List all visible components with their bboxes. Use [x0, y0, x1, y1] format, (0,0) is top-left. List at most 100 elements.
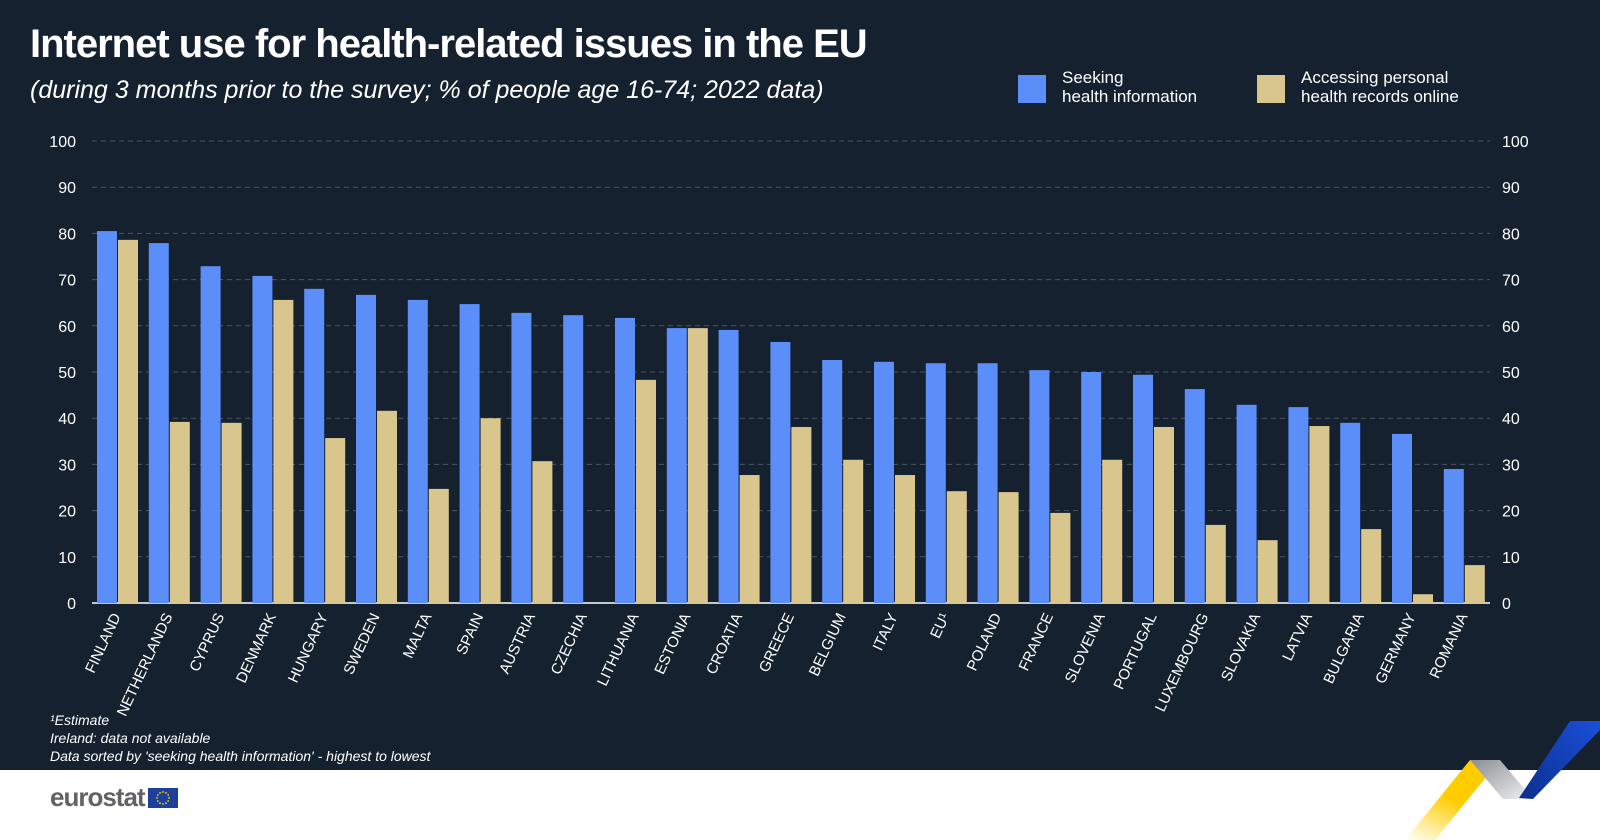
y-tick-label-left: 100: [49, 134, 76, 151]
eu-flag-icon: [147, 787, 178, 808]
x-tick-label: GERMANY: [1372, 611, 1419, 687]
x-tick-label: CZECHIA: [548, 611, 591, 678]
x-tick-label: GREECE: [756, 611, 798, 676]
y-tick-label-right: 90: [1502, 180, 1520, 197]
y-tick-label-left: 70: [58, 273, 76, 290]
flag-star: [166, 799, 169, 802]
y-tick-label-right: 80: [1502, 226, 1520, 243]
bar-accessing: [1413, 594, 1433, 603]
legend-item-accessing: Accessing personal health records online: [1257, 68, 1459, 106]
x-tick-label: LITHUANIA: [594, 611, 643, 689]
x-tick-label: ROMANIA: [1426, 611, 1471, 682]
y-tick-label-left: 50: [58, 365, 76, 382]
bar-accessing: [532, 461, 553, 603]
bar-chart: 0 0 10 10 20 20 30 30 40 40 50 50 60 60 70 70 80 80 90 90 10…: [49, 134, 1529, 719]
legend-label: health records online: [1301, 87, 1459, 106]
bar-accessing: [687, 328, 708, 603]
x-tick-label: DENMARK: [233, 611, 280, 686]
bar-seeking: [252, 275, 273, 603]
bar-accessing: [739, 475, 760, 603]
y-tick-label-right: 100: [1502, 134, 1529, 151]
legend-label: Seeking: [1062, 68, 1124, 87]
bar-seeking: [148, 243, 169, 604]
bar-seeking: [1029, 370, 1050, 603]
flag-star: [155, 796, 158, 799]
y-tick-label-right: 0: [1502, 596, 1511, 613]
footnote: Ireland: data not available: [50, 730, 211, 746]
bar-seeking: [563, 315, 584, 603]
bar-seeking: [1443, 469, 1464, 603]
bar-seeking: [1288, 407, 1309, 603]
bar-seeking: [822, 359, 843, 603]
footnote: Data sorted by 'seeking health informati…: [50, 748, 431, 764]
y-tick-label-left: 80: [58, 226, 76, 243]
flag-star: [161, 790, 164, 793]
chart-subtitle: (during 3 months prior to the survey; % …: [30, 76, 824, 104]
flag-star: [164, 791, 167, 794]
x-tick-label: CYPRUS: [186, 611, 228, 675]
x-tick-label: FINLAND: [82, 610, 125, 675]
bar-seeking: [1392, 433, 1412, 603]
bar-seeking: [1184, 389, 1205, 603]
bar-accessing: [1361, 529, 1382, 603]
y-tick-label-left: 10: [58, 550, 76, 567]
legend-swatch-seeking: [1018, 75, 1046, 103]
bar-accessing: [221, 422, 242, 603]
bar-accessing: [1309, 426, 1330, 603]
bar-seeking: [718, 329, 739, 603]
bar-accessing: [1102, 459, 1123, 603]
eurostat-logo: eurostat: [50, 782, 178, 813]
x-tick-label: BELGIUM: [806, 611, 850, 679]
x-tick-label: SWEDEN: [340, 611, 383, 678]
bar-accessing: [998, 492, 1019, 603]
bar-seeking: [407, 299, 428, 603]
x-tick-label: SLOVENIA: [1062, 611, 1109, 686]
bar-accessing: [169, 421, 190, 603]
bar-seeking: [770, 341, 791, 603]
flag-star: [156, 793, 159, 796]
legend-label: Accessing personal: [1301, 68, 1449, 87]
x-tick-label: FRANCE: [1016, 611, 1057, 674]
y-tick-label-left: 30: [58, 457, 76, 474]
y-tick-label-left: 0: [67, 596, 76, 613]
bar-accessing: [428, 488, 449, 603]
x-tick-label: POLAND: [964, 610, 1006, 673]
flag-star: [158, 801, 161, 804]
bar-accessing: [1464, 565, 1485, 603]
y-tick-label-left: 40: [58, 411, 76, 428]
footnotes: ¹Estimate Ireland: data not available Da…: [50, 711, 430, 765]
y-tick-label-right: 40: [1502, 411, 1520, 428]
x-tick-label: SLOVAKIA: [1218, 611, 1264, 684]
bar-seeking: [1340, 422, 1361, 603]
bar-seeking: [511, 312, 532, 603]
y-tick-label-right: 10: [1502, 550, 1520, 567]
footnote: ¹Estimate: [50, 712, 110, 728]
x-tick-label: NETHERLANDS: [114, 611, 177, 719]
bar-seeking: [1133, 374, 1153, 603]
x-tick-label: CROATIA: [703, 611, 746, 678]
x-tick-label: EU¹: [927, 611, 953, 642]
flag-star: [161, 802, 164, 805]
y-tick-label-right: 60: [1502, 319, 1520, 336]
legend-swatch-accessing: [1257, 75, 1285, 103]
bar-seeking: [1081, 372, 1102, 603]
bar-accessing: [895, 475, 915, 603]
bar-seeking: [200, 266, 221, 603]
x-tick-label: HUNGARY: [285, 611, 332, 686]
bar-accessing: [843, 459, 864, 603]
chart-title: Internet use for health-related issues i…: [30, 22, 868, 66]
x-tick-label: LATVIA: [1279, 611, 1316, 664]
bar-accessing: [791, 426, 812, 603]
bar-accessing: [1257, 540, 1278, 603]
bar-accessing: [273, 299, 294, 603]
legend-label: health information: [1062, 87, 1198, 106]
y-tick-label-left: 90: [58, 180, 76, 197]
x-tick-label: AUSTRIA: [496, 611, 539, 677]
x-tick-label: LUXEMBOURG: [1152, 611, 1212, 715]
y-tick-label-left: 20: [58, 504, 76, 521]
bar-accessing: [377, 410, 397, 603]
bar-seeking: [666, 328, 687, 603]
x-tick-label: SPAIN: [453, 611, 487, 658]
bar-seeking: [874, 361, 894, 603]
y-tick-label-right: 30: [1502, 457, 1520, 474]
